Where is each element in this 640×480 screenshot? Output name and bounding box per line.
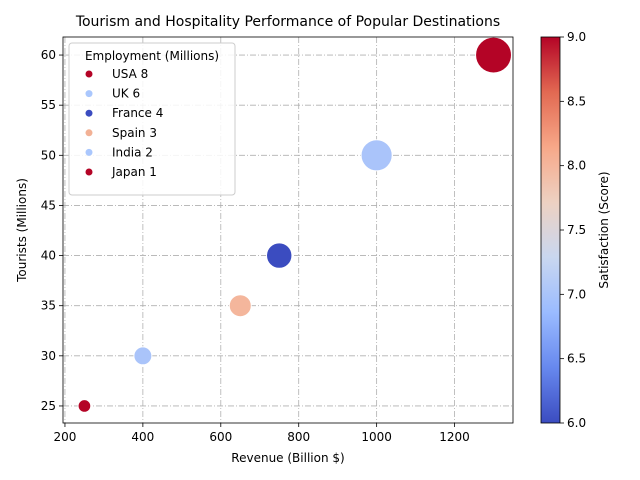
y-tick-label: 45: [41, 198, 56, 212]
point-japan: [77, 399, 92, 413]
legend-marker: [85, 70, 93, 78]
legend-marker: [85, 168, 93, 176]
colorbar-tick-label: 9.0: [567, 30, 586, 44]
legend-marker: [85, 129, 93, 137]
legend-entry-label: UK 6: [112, 87, 140, 101]
plot-frame: [62, 36, 514, 424]
legend-entry-label: Japan 1: [111, 165, 157, 179]
colorbar-tick-label: 6.0: [567, 416, 586, 430]
point-france: [266, 242, 293, 269]
point-india: [133, 346, 153, 366]
colorbar-tick-label: 7.0: [567, 287, 586, 301]
legend-title: Employment (Millions): [85, 49, 219, 63]
x-axis-label: Revenue (Billion $): [231, 451, 344, 465]
chart-title: Tourism and Hospitality Performance of P…: [75, 14, 500, 30]
legend-marker: [85, 90, 93, 98]
point-uk: [360, 139, 393, 172]
x-tick-label: 800: [287, 430, 310, 444]
colorbar-tick-label: 6.5: [567, 352, 586, 366]
y-axis-ticks: 25 30 35 40 45 50 55 60: [41, 48, 63, 413]
legend-entry-label: Spain 3: [112, 126, 157, 140]
legend-entry-label: USA 8: [112, 67, 148, 81]
y-axis-label: Tourists (Millions): [15, 178, 29, 283]
point-spain: [228, 294, 252, 318]
colorbar-label: Satisfaction (Score): [597, 171, 611, 288]
legend-entry-label: France 4: [112, 106, 163, 120]
legend-marker: [85, 109, 93, 117]
legend-entry-label: India 2: [112, 145, 153, 159]
colorbar-tick-label: 8.5: [567, 94, 586, 108]
point-usa: [475, 37, 512, 74]
colorbar: 6.0 6.5 7.0 7.5 8.0 8.5 9.0 Satisfaction (Scor…: [540, 30, 611, 430]
legend-box: [68, 42, 236, 196]
y-tick-label: 40: [41, 249, 56, 263]
x-tick-label: 1000: [361, 430, 392, 444]
data-points: [77, 37, 512, 413]
x-tick-label: 400: [131, 430, 154, 444]
x-tick-label: 1200: [439, 430, 470, 444]
x-tick-label: 600: [209, 430, 232, 444]
colorbar-tick-label: 8.0: [567, 159, 586, 173]
y-tick-label: 25: [41, 399, 56, 413]
y-tick-label: 50: [41, 148, 56, 162]
legend-marker: [85, 148, 93, 156]
y-tick-label: 30: [41, 349, 56, 363]
y-tick-label: 55: [41, 98, 56, 112]
x-axis-ticks: 200 400 600 800 1000 1200: [53, 423, 470, 444]
x-tick-label: 200: [53, 430, 76, 444]
legend: Employment (Millions) USA 8 UK 6 France 4 S…: [68, 42, 236, 196]
y-tick-label: 60: [41, 48, 56, 62]
y-tick-label: 35: [41, 299, 56, 313]
colorbar-tick-label: 7.5: [567, 223, 586, 237]
colorbar-gradient: [540, 36, 561, 424]
